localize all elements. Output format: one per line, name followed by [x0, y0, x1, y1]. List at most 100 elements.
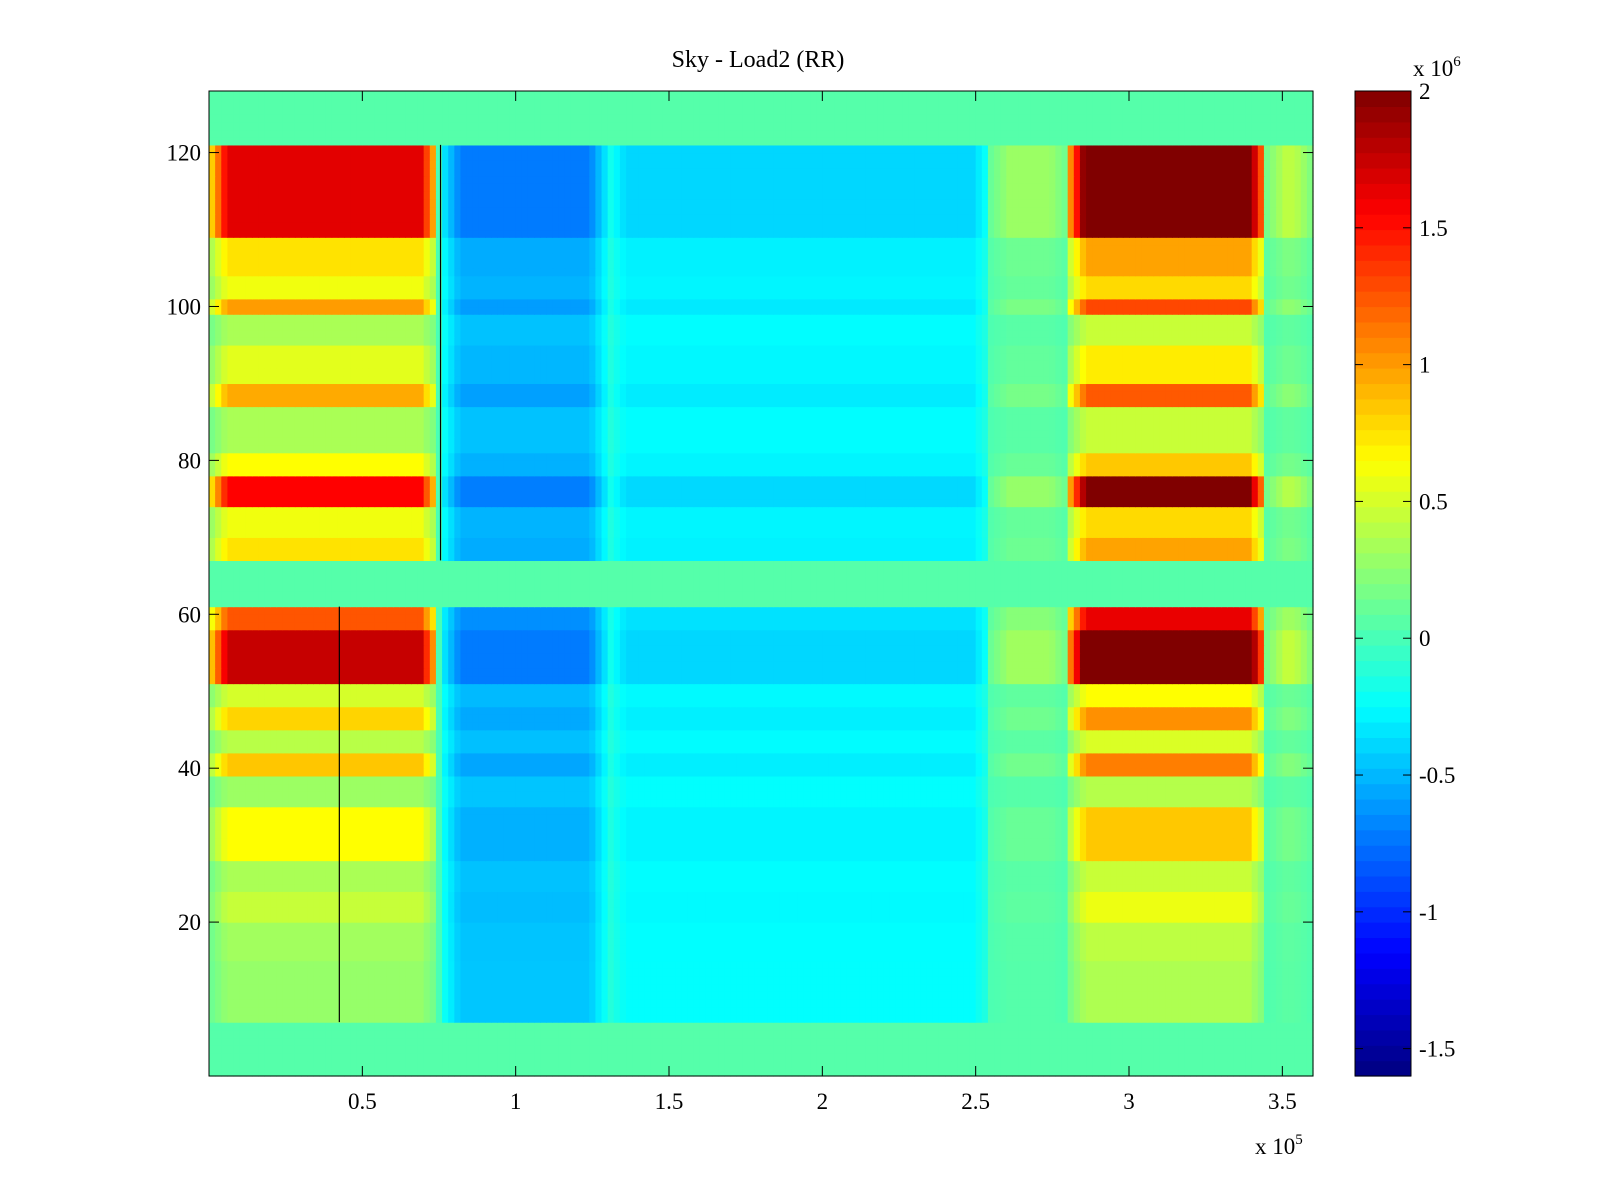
heatmap-cell [534, 999, 541, 1007]
heatmap-cell [479, 984, 486, 992]
heatmap-cell [1276, 1022, 1283, 1030]
heatmap-cell [1037, 1061, 1044, 1069]
heatmap-cell [730, 961, 737, 969]
heatmap-cell [994, 930, 1001, 938]
heatmap-cell [982, 1007, 989, 1015]
heatmap-cell [1282, 1038, 1289, 1046]
heatmap-cell [209, 930, 216, 938]
heatmap-cell [878, 945, 885, 953]
heatmap-cell [859, 999, 866, 1007]
heatmap-cell [694, 1045, 701, 1053]
heatmap-cell [1129, 1053, 1136, 1061]
heatmap-cell [246, 961, 253, 969]
heatmap-cell [632, 1038, 639, 1046]
heatmap-cell [608, 991, 615, 999]
heatmap-cell [957, 1068, 964, 1076]
heatmap-cell [552, 907, 559, 915]
heatmap-cell [608, 891, 615, 899]
heatmap-cell [841, 930, 848, 938]
heatmap-cell [1184, 907, 1191, 915]
heatmap-cell [749, 945, 756, 953]
heatmap-cell [1276, 961, 1283, 969]
heatmap-cell [264, 907, 271, 915]
heatmap-cell [289, 976, 296, 984]
heatmap-cell [1239, 999, 1246, 1007]
heatmap-cell [510, 1022, 517, 1030]
heatmap-cell [516, 1061, 523, 1069]
heatmap-cell [1190, 1053, 1197, 1061]
heatmap-cell [387, 907, 394, 915]
heatmap-cell [1178, 968, 1185, 976]
heatmap-cell [736, 914, 743, 922]
heatmap-cell [1246, 1045, 1253, 1053]
heatmap-cell [859, 953, 866, 961]
heatmap-cell [411, 1053, 418, 1061]
heatmap-cell [405, 891, 412, 899]
heatmap-cell [755, 1038, 762, 1046]
heatmap-cell [994, 999, 1001, 1007]
heatmap-cell [375, 1045, 382, 1053]
heatmap-cell [1184, 1038, 1191, 1046]
heatmap-cell [1049, 1045, 1056, 1053]
heatmap-cell [632, 999, 639, 1007]
heatmap-cell [602, 899, 609, 907]
heatmap-cell [706, 991, 713, 999]
heatmap-cell [516, 930, 523, 938]
heatmap-cell [393, 907, 400, 915]
heatmap-cell [786, 891, 793, 899]
heatmap-cell [644, 899, 651, 907]
heatmap-cell [1141, 991, 1148, 999]
heatmap-cell [1154, 945, 1161, 953]
heatmap-cell [326, 907, 333, 915]
heatmap-cell [988, 991, 995, 999]
heatmap-cell [516, 1038, 523, 1046]
heatmap-cell [798, 953, 805, 961]
heatmap-cell [319, 1068, 326, 1076]
heatmap-cell [534, 907, 541, 915]
heatmap-cell [736, 937, 743, 945]
heatmap-cell [669, 1007, 676, 1015]
heatmap-cell [730, 1030, 737, 1038]
heatmap-cell [344, 1061, 351, 1069]
heatmap-cell [675, 914, 682, 922]
heatmap-cell [1098, 1061, 1105, 1069]
heatmap-cell [1104, 1038, 1111, 1046]
heatmap-cell [559, 1022, 566, 1030]
heatmap-cell [571, 1061, 578, 1069]
heatmap-cell [1098, 937, 1105, 945]
heatmap-cell [240, 1030, 247, 1038]
heatmap-cell [638, 1022, 645, 1030]
heatmap-cell [295, 907, 302, 915]
heatmap-cell [669, 953, 676, 961]
heatmap-cell [1025, 914, 1032, 922]
heatmap-cell [326, 937, 333, 945]
heatmap-cell [362, 1053, 369, 1061]
heatmap-cell [1055, 945, 1062, 953]
heatmap-cell [460, 1061, 467, 1069]
heatmap-cell [1092, 1014, 1099, 1022]
heatmap-cell [1282, 999, 1289, 1007]
heatmap-cell [681, 899, 688, 907]
heatmap-cell [362, 907, 369, 915]
heatmap-cell [1178, 1014, 1185, 1022]
heatmap-cell [393, 968, 400, 976]
heatmap-cell [773, 1022, 780, 1030]
heatmap-cell [1246, 1053, 1253, 1061]
heatmap-cell [411, 976, 418, 984]
heatmap-cell [1147, 922, 1154, 930]
heatmap-cell [1031, 914, 1038, 922]
heatmap-cell [1129, 1022, 1136, 1030]
heatmap-cell [1006, 891, 1013, 899]
heatmap-cell [442, 1045, 449, 1053]
heatmap-cell [1184, 961, 1191, 969]
heatmap-cell [914, 930, 921, 938]
heatmap-cell [1178, 914, 1185, 922]
heatmap-cell [927, 961, 934, 969]
heatmap-cell [1147, 984, 1154, 992]
heatmap-cell [1135, 922, 1142, 930]
heatmap-cell [528, 1068, 535, 1076]
heatmap-cell [1209, 922, 1216, 930]
heatmap-cell [246, 1045, 253, 1053]
heatmap-cell [871, 945, 878, 953]
heatmap-cell [387, 1053, 394, 1061]
